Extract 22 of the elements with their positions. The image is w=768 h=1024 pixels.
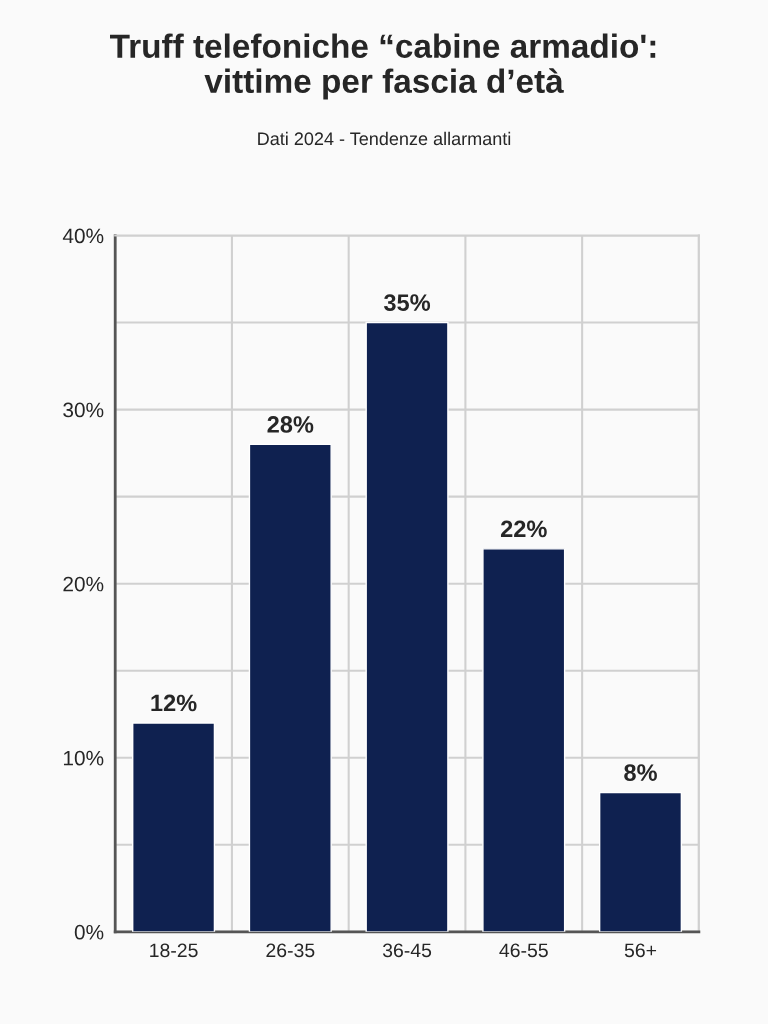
data-label: 8% (624, 764, 657, 781)
x-tick-label: 18-25 (150, 943, 198, 958)
bar (132, 722, 216, 932)
data-label: 28% (267, 416, 314, 433)
y-tick-label: 0% (74, 924, 104, 940)
x-tick-label: 36-45 (382, 943, 432, 958)
y-tick-label: 30% (63, 402, 104, 418)
chart-subtitle: Dati 2024 - Tendenze allarmanti (258, 131, 511, 146)
bar (482, 548, 566, 932)
data-label: 12% (151, 694, 197, 712)
data-label: 22% (500, 520, 547, 538)
y-tick-label: 40% (62, 228, 104, 244)
chart-title: Truff telefoniche “cabine armadio': vittime per fascia d’età (110, 33, 656, 100)
x-tick-label: 46-55 (499, 943, 548, 958)
x-tick-label: 56+ (624, 943, 657, 958)
y-tick-label: 20% (63, 576, 104, 592)
data-label: 35% (383, 294, 431, 311)
y-tick-label: 10% (63, 750, 104, 766)
bar (365, 321, 449, 932)
bar (248, 443, 332, 932)
bar (598, 791, 683, 932)
x-tick-label: 26-35 (266, 943, 315, 958)
